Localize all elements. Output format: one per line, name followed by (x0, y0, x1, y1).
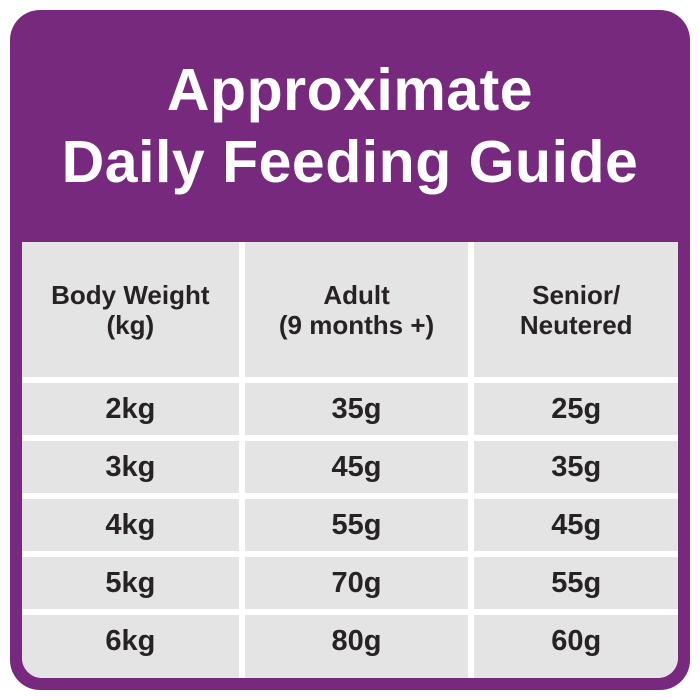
column-header-line: Adult (323, 279, 390, 310)
table-cell-senior-5kg: 55g (474, 557, 678, 609)
table-cell-senior-2kg: 25g (474, 383, 678, 435)
table-cell-senior-6kg: 60g (474, 615, 678, 678)
column-header-adult: Adult (9 months +) (244, 242, 469, 377)
title-line-2: Daily Feeding Guide (61, 129, 639, 195)
column-header-line: Senior/ (532, 279, 621, 310)
table-cell-adult-2kg: 35g (244, 383, 469, 435)
table-cell-senior-4kg: 45g (474, 499, 678, 551)
table-cell-adult-5kg: 70g (244, 557, 469, 609)
column-header-line: (9 months +) (278, 309, 435, 340)
column-header-body-weight: Body Weight (kg) (22, 242, 239, 377)
column-header-line: Body Weight (51, 279, 210, 310)
table-cell-weight-6kg: 6kg (22, 615, 239, 678)
table-cell-weight-5kg: 5kg (22, 557, 239, 609)
column-header-line: Neutered (519, 309, 633, 340)
table-cell-weight-4kg: 4kg (22, 499, 239, 551)
table-cell-adult-3kg: 45g (244, 441, 469, 493)
feeding-guide-card: Approximate Daily Feeding Guide Body Wei… (10, 10, 690, 690)
title-line-1: Approximate (166, 57, 534, 123)
column-header-senior-neutered: Senior/ Neutered (474, 242, 678, 377)
table-cell-weight-2kg: 2kg (22, 383, 239, 435)
table-cell-weight-3kg: 3kg (22, 441, 239, 493)
table-cell-adult-4kg: 55g (244, 499, 469, 551)
page-title: Approximate Daily Feeding Guide (10, 54, 690, 198)
table-cell-senior-3kg: 35g (474, 441, 678, 493)
feeding-table: Body Weight (kg) Adult (9 months +) Seni… (22, 242, 678, 678)
column-header-line: (kg) (106, 309, 155, 340)
table-cell-adult-6kg: 80g (244, 615, 469, 678)
